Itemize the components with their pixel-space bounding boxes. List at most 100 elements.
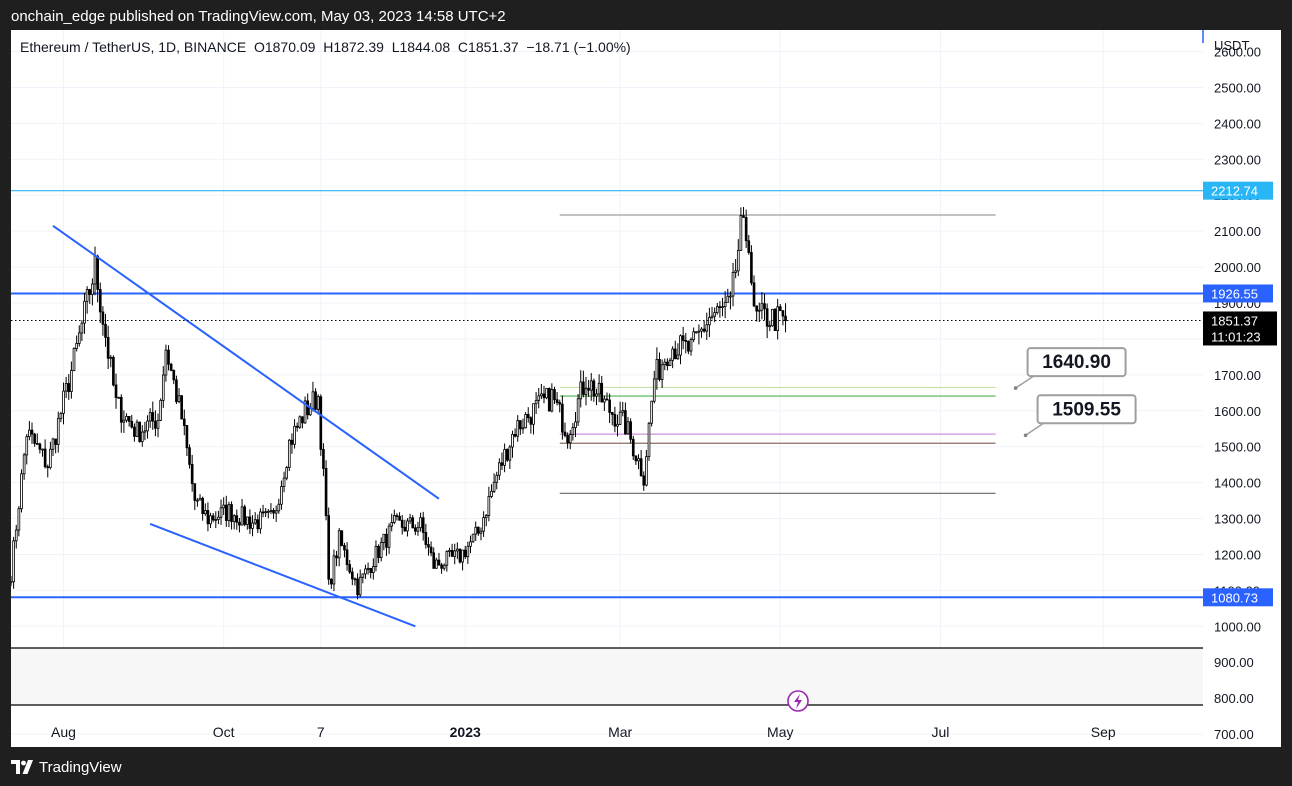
candle-body (203, 510, 207, 514)
candle-body (93, 255, 97, 285)
candle-body (274, 510, 278, 514)
trendline (52, 224, 440, 500)
candle-body (33, 433, 36, 444)
candle-body (597, 382, 601, 395)
candle-body (146, 420, 149, 432)
candle-body (12, 540, 15, 583)
candle-body (138, 421, 141, 443)
candle-body (582, 381, 585, 395)
candle-body (398, 515, 401, 521)
candle-body (114, 384, 118, 398)
last-price-label-bg (1203, 311, 1277, 346)
candle-body (256, 519, 260, 530)
candle-body (595, 393, 598, 397)
candle-body (214, 519, 218, 521)
candle-body (264, 511, 267, 514)
candle-body (70, 370, 73, 392)
candle-body (156, 419, 160, 429)
candle-body (484, 515, 488, 519)
callout-anchor (1013, 386, 1018, 390)
candle-body (681, 335, 685, 341)
candle-body (608, 399, 611, 413)
candle-body (429, 546, 433, 554)
trendline (149, 522, 416, 628)
candle-body (332, 555, 336, 585)
y-tick-label: 1200.00 (1214, 547, 1261, 562)
candle-body (697, 330, 701, 333)
legend-close: C1851.37 (457, 39, 519, 55)
candle-body (201, 497, 204, 514)
lightning-icon[interactable] (787, 690, 809, 712)
candle-body (314, 391, 317, 410)
candle-body (351, 571, 354, 580)
candle-body (555, 399, 559, 403)
candle-body (708, 317, 711, 326)
candle-body (319, 396, 323, 450)
candle-body (603, 398, 606, 403)
candle-body (474, 526, 478, 535)
candle-body (280, 486, 283, 505)
candle-body (85, 289, 89, 302)
chart-area[interactable]: 1640.90 1509.55 USDT 700.00 800.00 900.00 10… (11, 30, 1281, 747)
candle-body (679, 335, 682, 356)
candle-body (666, 361, 669, 367)
callout-box (1026, 347, 1127, 378)
candle-body (151, 412, 155, 422)
candle-body (232, 515, 236, 522)
candle-body (43, 448, 47, 468)
candle-body (185, 425, 189, 449)
candle-body (348, 564, 352, 573)
candle-body (172, 369, 176, 381)
candle-body (642, 475, 646, 486)
candle-body (694, 331, 698, 334)
candle-body (631, 438, 635, 457)
candle-body (222, 504, 225, 509)
candle-body (177, 395, 181, 403)
candle-body (505, 449, 509, 461)
y-tick-label: 1300.00 (1214, 512, 1261, 527)
brand-name: TradingView (39, 758, 122, 776)
candle-body (327, 515, 331, 580)
candle-body (781, 310, 785, 317)
price-chart[interactable]: 1640.90 1509.55 USDT 700.00 800.00 900.00 10… (11, 30, 1281, 747)
candle-body (219, 507, 223, 518)
candle-body (734, 270, 737, 273)
price-axis[interactable] (1203, 30, 1281, 747)
candle-body (574, 421, 577, 428)
candle-body (188, 447, 191, 465)
candle-body (700, 328, 703, 332)
candle-body (442, 564, 446, 569)
candle-body (453, 550, 457, 557)
candle-body (22, 454, 26, 475)
candle-body (159, 399, 162, 421)
trendlines[interactable] (52, 224, 440, 628)
x-tick-label: Mar (608, 724, 632, 740)
callout-pointer (1025, 422, 1058, 436)
candle-body (545, 388, 548, 399)
lower-pane (11, 648, 1203, 705)
candle-body (550, 389, 554, 412)
candle-body (125, 416, 128, 421)
callouts[interactable]: 1640.90 1509.55 (1013, 347, 1137, 438)
candle-body (647, 422, 651, 458)
candle-body (374, 545, 378, 567)
candle-body (217, 516, 220, 520)
tradingview-logo[interactable]: TradingView (11, 758, 122, 776)
callout-pointer (1015, 375, 1048, 389)
candle-body (687, 340, 690, 352)
candle-body (28, 429, 31, 437)
legend-high: H1872.39 (323, 39, 384, 55)
candle-body (605, 398, 609, 401)
y-tick-label: 800.00 (1214, 691, 1254, 706)
candle-body (576, 398, 580, 423)
candle-body (692, 331, 695, 340)
y-tick-label: 2500.00 (1214, 80, 1261, 95)
y-tick-label: 1700.00 (1214, 368, 1261, 383)
x-tick-label: Oct (213, 724, 235, 740)
candle-body (198, 497, 202, 501)
candle-body (227, 504, 231, 521)
candle-body (67, 383, 71, 392)
candle-body (658, 359, 661, 380)
candle-body (390, 522, 394, 527)
